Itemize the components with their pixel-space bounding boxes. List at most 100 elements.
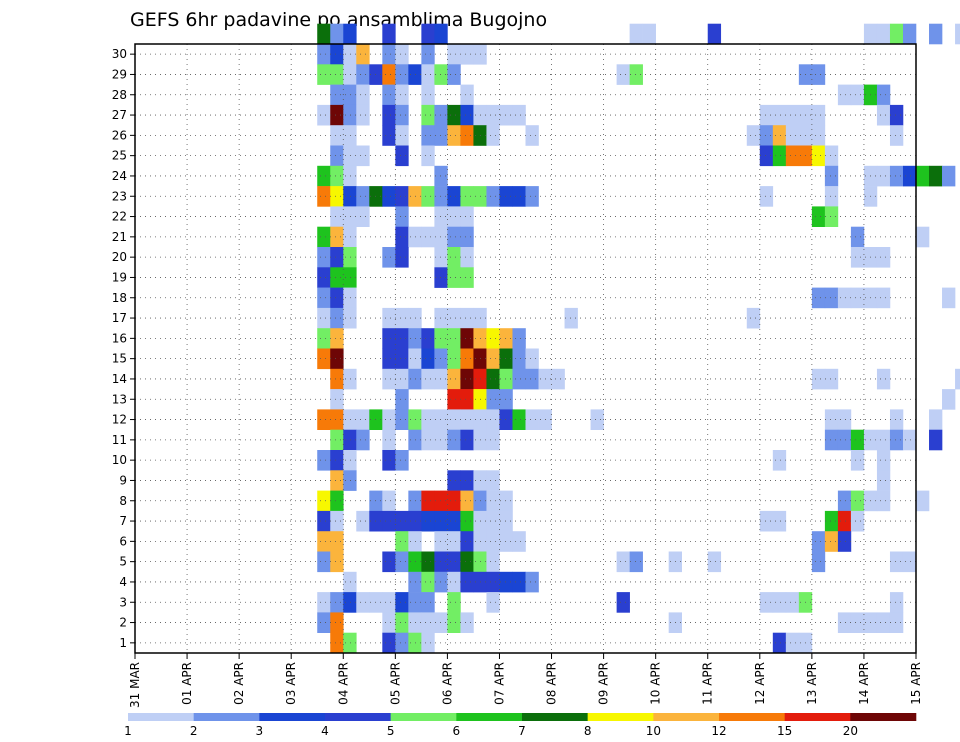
heatmap-cell bbox=[343, 287, 357, 309]
heatmap-cell bbox=[486, 389, 500, 410]
heatmap-cell bbox=[837, 429, 852, 451]
heatmap-cell bbox=[629, 551, 643, 573]
heatmap-cell bbox=[955, 23, 960, 45]
heatmap-cell bbox=[759, 104, 774, 126]
heatmap-cell bbox=[929, 409, 943, 430]
heatmap-cell bbox=[330, 490, 344, 512]
heatmap-cell bbox=[876, 247, 891, 268]
heatmap-cell bbox=[486, 104, 500, 126]
heatmap-cell bbox=[447, 490, 461, 512]
heatmap-cell bbox=[850, 490, 865, 512]
heatmap-cell bbox=[486, 592, 500, 613]
heatmap-cell bbox=[382, 44, 396, 65]
colorbar-label: 8 bbox=[584, 724, 592, 738]
heatmap-cell bbox=[382, 551, 396, 573]
heatmap-cell bbox=[434, 510, 448, 532]
heatmap-cell bbox=[785, 145, 800, 167]
heatmap-cell bbox=[447, 551, 461, 573]
heatmap-cell bbox=[330, 368, 344, 390]
heatmap-cell bbox=[824, 510, 839, 532]
heatmap-cell bbox=[330, 510, 344, 532]
heatmap-cell bbox=[330, 307, 344, 329]
heatmap-cell bbox=[876, 165, 891, 187]
heatmap-cell bbox=[330, 104, 344, 126]
heatmap-cell bbox=[929, 429, 943, 451]
colorbar-label: 10 bbox=[646, 724, 661, 738]
heatmap-cell bbox=[330, 551, 344, 573]
heatmap-cell bbox=[772, 145, 787, 167]
heatmap-cell bbox=[421, 186, 435, 207]
heatmap-cell bbox=[759, 592, 774, 613]
heatmap-cell bbox=[811, 551, 826, 573]
heatmap-cell bbox=[889, 125, 904, 146]
y-tick-label: 10 bbox=[112, 453, 127, 467]
colorbar-swatch bbox=[456, 713, 523, 721]
heatmap-cell bbox=[460, 571, 474, 593]
heatmap-cell bbox=[434, 165, 448, 187]
heatmap-cell bbox=[824, 186, 839, 207]
heatmap-cell bbox=[889, 429, 904, 451]
heatmap-cell bbox=[343, 64, 357, 85]
colorbar-label: 1 bbox=[124, 724, 132, 738]
colorbar-swatch bbox=[587, 713, 654, 721]
heatmap-cell bbox=[395, 389, 409, 410]
heatmap-cell bbox=[629, 23, 643, 45]
heatmap-cell bbox=[486, 470, 500, 491]
heatmap-cell bbox=[421, 64, 435, 85]
heatmap-cell bbox=[382, 490, 396, 512]
heatmap-cell bbox=[421, 84, 435, 106]
colorbar-label: 20 bbox=[843, 724, 858, 738]
heatmap-cell bbox=[395, 409, 409, 430]
heatmap-cell bbox=[447, 267, 461, 288]
heatmap-cell bbox=[395, 348, 409, 370]
heatmap-cell bbox=[382, 368, 396, 390]
heatmap-cell bbox=[772, 592, 787, 613]
heatmap-cell bbox=[317, 165, 331, 187]
heatmap-cell bbox=[395, 84, 409, 106]
heatmap-cell bbox=[343, 104, 357, 126]
heatmap-cell bbox=[421, 510, 435, 532]
heatmap-cell bbox=[486, 571, 500, 593]
heatmap-cell bbox=[902, 165, 917, 187]
heatmap-cell bbox=[317, 247, 331, 268]
heatmap-cell bbox=[447, 44, 461, 65]
heatmap-cell bbox=[460, 84, 474, 106]
heatmap-cell bbox=[330, 389, 344, 410]
y-tick-label: 4 bbox=[119, 575, 127, 589]
heatmap-cell bbox=[395, 450, 409, 471]
heatmap-cell bbox=[421, 125, 435, 146]
heatmap-cell bbox=[395, 206, 409, 227]
heatmap-cell bbox=[811, 104, 826, 126]
heatmap-cell bbox=[395, 104, 409, 126]
heatmap-cell bbox=[486, 510, 500, 532]
heatmap-cell bbox=[343, 470, 357, 491]
heatmap-cell bbox=[343, 632, 357, 654]
heatmap-cell bbox=[421, 104, 435, 126]
colorbar-swatch bbox=[719, 713, 785, 721]
heatmap-cell bbox=[837, 287, 852, 309]
heatmap-cell bbox=[811, 368, 826, 390]
x-tick-label: 08 APR bbox=[545, 662, 559, 705]
heatmap-cell bbox=[772, 632, 787, 654]
y-tick-label: 6 bbox=[119, 534, 127, 548]
x-tick-label: 07 APR bbox=[492, 662, 506, 705]
heatmap-cell bbox=[382, 125, 396, 146]
heatmap-cell bbox=[434, 429, 448, 451]
heatmap-cell bbox=[460, 186, 474, 207]
heatmap-cell bbox=[512, 368, 526, 390]
heatmap-cell bbox=[395, 64, 409, 85]
heatmap-cell bbox=[395, 44, 409, 65]
heatmap-cell bbox=[916, 490, 930, 512]
heatmap-cell bbox=[317, 226, 331, 248]
heatmap-cell bbox=[356, 145, 370, 167]
plot-frame bbox=[134, 43, 917, 654]
heatmap-cell bbox=[356, 44, 370, 65]
heatmap-cell bbox=[889, 612, 904, 633]
heatmap-cell bbox=[629, 64, 643, 85]
heatmap-cell bbox=[447, 409, 461, 430]
heatmap-cell bbox=[330, 145, 344, 167]
heatmap-cell bbox=[317, 490, 331, 512]
heatmap-cell bbox=[382, 409, 396, 430]
heatmap-cell bbox=[330, 165, 344, 187]
colorbar-swatch bbox=[653, 713, 720, 721]
